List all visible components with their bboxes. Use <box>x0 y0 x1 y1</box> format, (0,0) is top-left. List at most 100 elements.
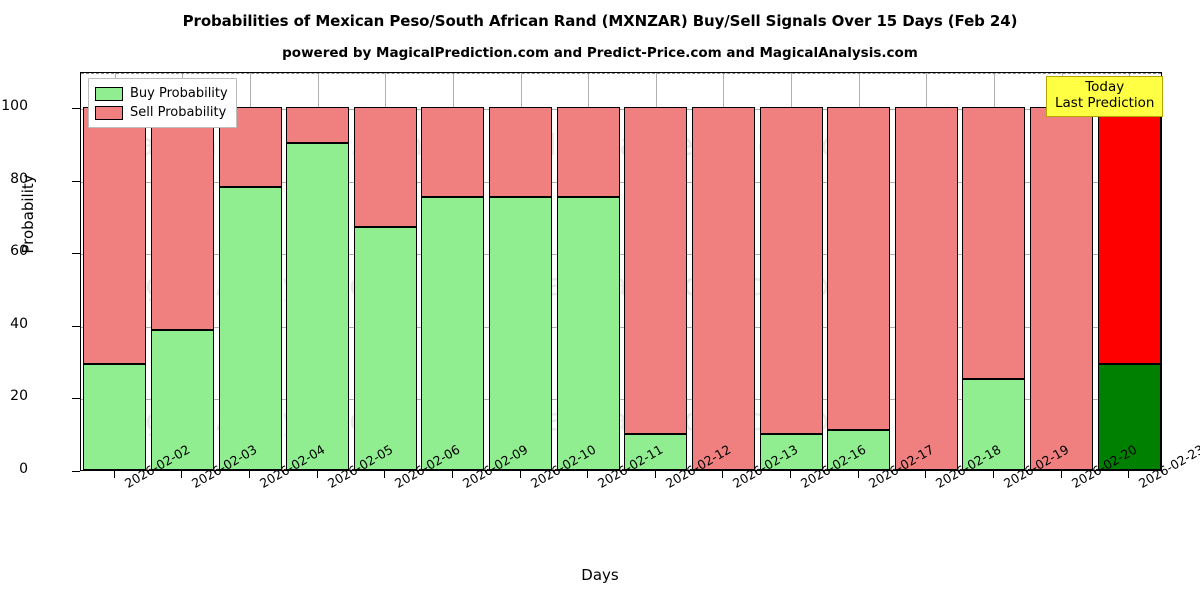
legend-item-buy[interactable]: Buy Probability <box>95 84 228 103</box>
x-axis-tick-mark <box>722 471 723 478</box>
bar-segment-sell[interactable] <box>353 107 417 227</box>
bar-segment-buy[interactable] <box>218 187 282 470</box>
x-axis-tick-label: 2026-02-23 <box>1136 441 1200 491</box>
y-axis-tick-mark <box>72 398 80 400</box>
bar-segment-buy[interactable] <box>353 226 417 470</box>
today-annotation-line2: Last Prediction <box>1055 94 1155 111</box>
y-axis-tick-mark <box>72 253 80 255</box>
bar-segment-sell[interactable] <box>759 107 823 434</box>
x-axis-tick-mark <box>384 471 385 478</box>
bar-group[interactable] <box>691 73 755 470</box>
bar-group[interactable] <box>150 73 214 470</box>
bar-segment-sell[interactable] <box>286 107 350 143</box>
bar-segment-buy[interactable] <box>489 196 552 470</box>
bar-group[interactable] <box>421 73 485 470</box>
x-axis-tick-mark <box>925 471 926 478</box>
x-axis-tick-mark <box>249 471 250 478</box>
bar-group[interactable] <box>759 73 823 470</box>
y-axis-tick-text: 40 <box>10 315 28 332</box>
chart-title: Probabilities of Mexican Peso/South Afri… <box>182 12 1018 30</box>
gridline-horizontal <box>81 181 1161 183</box>
chart-legend: Buy Probability Sell Probability <box>88 78 237 128</box>
x-axis-tick-label: 2026-02-02 <box>122 442 192 491</box>
bar-group[interactable] <box>894 73 958 470</box>
x-axis-tick-mark <box>858 471 859 478</box>
bar-group[interactable] <box>556 73 620 470</box>
y-axis-tick-text: 0 <box>19 461 28 477</box>
bar-group[interactable] <box>286 73 350 470</box>
x-axis-tick-mark <box>587 471 588 478</box>
y-axis-tick-text: 80 <box>10 170 28 187</box>
plot-area: MagicalAnalysis.comMagicalPrediction.com… <box>80 72 1162 471</box>
bar-segment-buy[interactable] <box>83 363 147 470</box>
x-axis-tick-mark <box>790 471 791 478</box>
bar-segment-buy[interactable] <box>421 196 485 470</box>
bar-segment-sell[interactable] <box>489 107 552 197</box>
gridline-horizontal <box>81 109 1161 111</box>
bars-layer <box>81 73 1161 470</box>
bar-group[interactable] <box>1030 73 1093 470</box>
x-axis-tick-label: 2026-02-04 <box>257 442 327 491</box>
y-axis-tick-text: 20 <box>10 388 28 405</box>
gridline-horizontal <box>81 326 1161 328</box>
bar-segment-buy[interactable] <box>827 430 891 470</box>
x-axis-tick-label: 2026-02-09 <box>460 442 530 491</box>
x-axis-tick-mark <box>1128 471 1129 478</box>
bar-group[interactable] <box>489 73 552 470</box>
legend-label-buy: Buy Probability <box>130 86 228 101</box>
bar-segment-buy[interactable] <box>1097 363 1161 470</box>
bar-segment-buy[interactable] <box>150 330 214 470</box>
bar-segment-buy[interactable] <box>962 379 1026 470</box>
bar-segment-sell[interactable] <box>83 107 147 364</box>
legend-label-sell: Sell Probability <box>130 105 227 120</box>
bar-group[interactable] <box>1097 73 1161 470</box>
bar-segment-buy[interactable] <box>556 196 620 470</box>
plot-inner: MagicalAnalysis.comMagicalPrediction.com… <box>81 73 1161 470</box>
today-annotation-line1: Today <box>1085 79 1125 95</box>
bar-segment-buy[interactable] <box>624 433 688 470</box>
legend-swatch-buy-icon <box>95 86 123 101</box>
x-axis-tick-label: 2026-02-06 <box>392 442 462 491</box>
bar-segment-sell[interactable] <box>827 107 891 431</box>
bar-segment-sell[interactable] <box>150 107 214 330</box>
y-axis-tick-mark <box>72 108 80 110</box>
x-axis-tick-mark <box>114 471 115 478</box>
bar-segment-sell[interactable] <box>1097 107 1161 364</box>
y-axis-tick-text: 100 <box>1 98 28 115</box>
x-axis-tick-label: 2026-02-10 <box>528 442 598 491</box>
x-axis-tick-mark <box>520 471 521 478</box>
y-axis-tick-text: 60 <box>10 243 28 260</box>
bar-segment-buy[interactable] <box>286 142 350 470</box>
bar-segment-sell[interactable] <box>1030 107 1093 470</box>
x-axis-tick-label: 2026-02-11 <box>595 442 665 491</box>
bar-group[interactable] <box>624 73 688 470</box>
bar-segment-sell[interactable] <box>962 107 1026 380</box>
bar-segment-sell[interactable] <box>556 107 620 197</box>
bar-segment-sell[interactable] <box>624 107 688 434</box>
x-axis-tick-mark <box>655 471 656 478</box>
legend-item-sell[interactable]: Sell Probability <box>95 103 228 122</box>
legend-swatch-sell-icon <box>95 105 123 120</box>
x-axis-tick-label: 2026-02-19 <box>1001 442 1071 491</box>
bar-group[interactable] <box>827 73 891 470</box>
y-axis-title: Probability <box>19 174 37 254</box>
x-axis-tick-label: 2026-02-12 <box>663 442 733 491</box>
today-annotation: Today Last Prediction <box>1046 76 1164 117</box>
x-axis-title: Days <box>581 566 619 584</box>
bar-segment-sell[interactable] <box>894 107 958 470</box>
x-axis-tick-label: 2026-02-05 <box>325 442 395 491</box>
x-axis-tick-label: 2026-02-16 <box>798 442 868 491</box>
gridline-horizontal <box>81 399 1161 401</box>
bar-segment-sell[interactable] <box>691 107 755 470</box>
y-axis-tick-mark <box>72 325 80 327</box>
bar-segment-buy[interactable] <box>759 433 823 470</box>
x-axis-tick-label: 2026-02-17 <box>866 442 936 491</box>
bar-group[interactable] <box>83 73 147 470</box>
bar-segment-sell[interactable] <box>421 107 485 197</box>
x-axis-tick-mark <box>181 471 182 478</box>
bar-group[interactable] <box>353 73 417 470</box>
x-axis-tick-mark <box>452 471 453 478</box>
bar-group[interactable] <box>218 73 282 470</box>
bar-group[interactable] <box>962 73 1026 470</box>
